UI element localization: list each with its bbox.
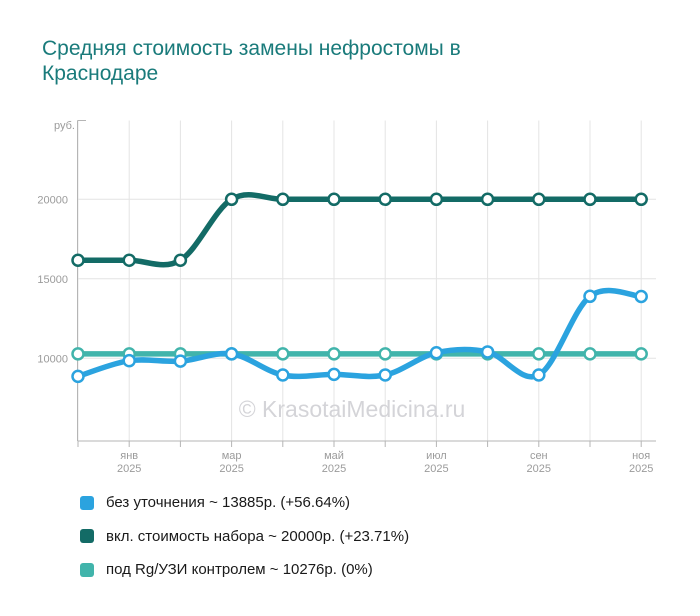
data-point-marker — [583, 192, 597, 207]
data-point-marker — [327, 367, 341, 382]
chart-title: Средняя стоимость замены нефростомы в Кр… — [42, 37, 461, 85]
data-point-marker — [327, 192, 341, 207]
y-tick-label: 20000 — [37, 194, 68, 206]
data-point-marker — [224, 192, 239, 207]
y-tick-label: 10000 — [37, 353, 68, 365]
y-tick-label: 15000 — [37, 274, 68, 286]
grid-lines — [77, 120, 656, 441]
data-point-marker — [276, 347, 290, 361]
data-point-marker — [532, 192, 546, 207]
data-point-marker — [122, 353, 136, 368]
legend-item: вкл. стоимость набора ~ 20000р. (+23.71%… — [80, 520, 409, 554]
data-point-marker — [276, 192, 290, 207]
y-axis-unit-label: руб. — [54, 120, 75, 132]
data-point-marker — [173, 354, 188, 368]
data-point-marker — [634, 347, 648, 361]
legend-label: под Rg/УЗИ контролем ~ 10276р. (0%) — [106, 561, 373, 579]
data-point-marker — [71, 369, 85, 384]
x-tick-year-label: 2025 — [322, 463, 346, 475]
data-point-marker — [480, 192, 495, 207]
data-point-marker — [276, 368, 290, 382]
legend-swatch-icon — [80, 562, 94, 577]
x-tick-year-label: 2025 — [117, 463, 141, 475]
data-point-marker — [429, 345, 444, 360]
x-tick-year-label: 2025 — [629, 463, 653, 475]
data-point-marker — [634, 192, 648, 207]
data-point-marker — [378, 347, 392, 361]
data-point-marker — [327, 347, 341, 361]
data-point-marker — [173, 253, 188, 267]
data-point-marker — [378, 368, 392, 382]
series-line — [75, 192, 644, 268]
x-tick-year-label: 2025 — [527, 463, 551, 475]
chart-legend: без уточнения ~ 13885р. (+56.64%) вкл. с… — [80, 486, 409, 587]
legend-item: без уточнения ~ 13885р. (+56.64%) — [80, 486, 409, 520]
series-1 — [71, 192, 648, 268]
x-tick-month-label: ноя — [632, 450, 650, 462]
data-point-marker — [532, 368, 546, 382]
data-point-marker — [71, 253, 85, 267]
x-tick-month-label: сен — [530, 450, 548, 462]
data-point-marker — [583, 347, 597, 361]
data-point-marker — [480, 345, 495, 359]
data-point-marker — [634, 289, 648, 304]
legend-swatch-icon — [80, 529, 94, 544]
data-point-marker — [378, 192, 392, 207]
watermark-text: © KrasotaiMedicina.ru — [239, 396, 466, 422]
data-point-marker — [583, 289, 597, 304]
legend-label: вкл. стоимость набора ~ 20000р. (+23.71%… — [106, 527, 410, 545]
data-point-marker — [429, 192, 444, 207]
data-point-marker — [532, 347, 546, 361]
legend-label: без уточнения ~ 13885р. (+56.64%) — [106, 494, 351, 512]
x-tick-year-label: 2025 — [424, 463, 448, 475]
series-0 — [71, 287, 648, 384]
data-point-marker — [224, 347, 239, 361]
legend-item: под Rg/УЗИ контролем ~ 10276р. (0%) — [80, 553, 409, 587]
legend-swatch-icon — [80, 495, 94, 510]
x-tick-month-label: янв — [120, 450, 138, 462]
axes — [77, 120, 656, 447]
data-point-marker — [122, 253, 136, 267]
data-point-marker — [71, 347, 85, 361]
x-tick-month-label: июл — [426, 450, 447, 462]
axis-labels: руб.100001500020000янв2025мар2025май2025… — [37, 120, 653, 475]
x-tick-month-label: мар — [222, 450, 242, 462]
x-tick-month-label: май — [324, 450, 344, 462]
x-tick-year-label: 2025 — [219, 463, 243, 475]
series-line — [75, 287, 644, 380]
